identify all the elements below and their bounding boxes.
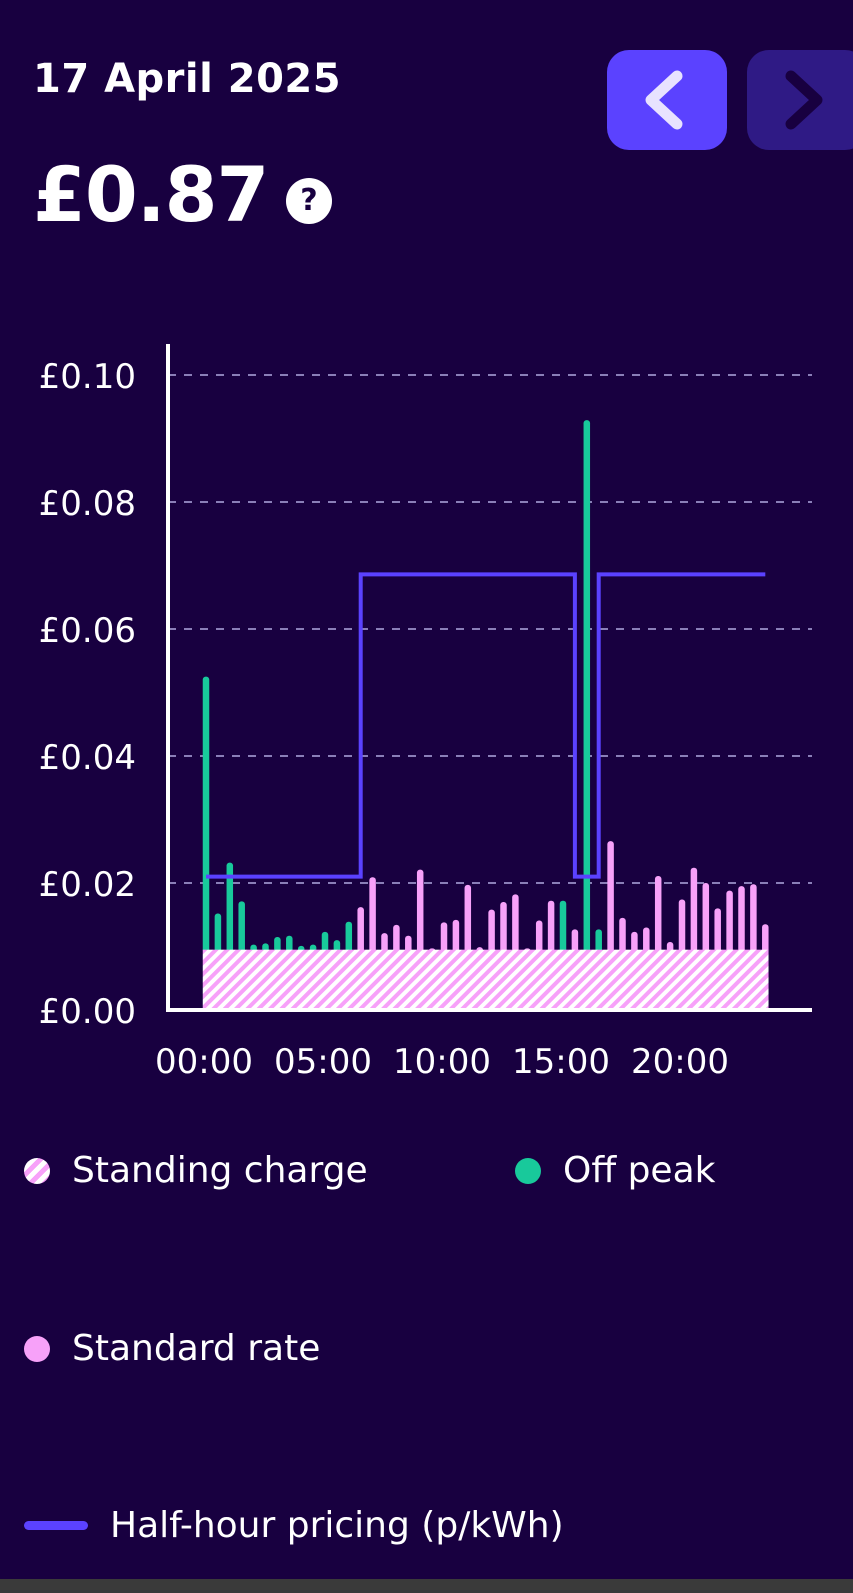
standard-rate-bar	[726, 890, 733, 953]
legend-off-peak-label: Off peak	[563, 1150, 716, 1191]
standard-rate-bar	[452, 919, 460, 953]
system-navigation-bar	[0, 1579, 853, 1593]
off-peak-bar	[559, 900, 567, 953]
legend-half-hour-pricing: Half-hour pricing (p/kWh)	[24, 1505, 564, 1546]
off-peak-bar	[321, 931, 329, 953]
standard-rate-bar	[654, 876, 662, 953]
standard-rate-bar	[512, 894, 519, 953]
legend-standard-rate: Standard rate	[24, 1328, 320, 1369]
standard-rate-bar	[619, 917, 626, 953]
off-peak-bar	[333, 940, 341, 953]
standard-rate-bar	[488, 909, 495, 953]
x-tick-label: 00:00	[155, 1042, 253, 1080]
half-hour-pricing-line	[206, 572, 766, 879]
off-peak-bar	[345, 921, 353, 953]
standard-rate-bar	[416, 869, 424, 953]
legend-half-hour-pricing-label: Half-hour pricing (p/kWh)	[110, 1505, 564, 1546]
legend-off-peak: Off peak	[515, 1150, 716, 1191]
y-tick-label: £0.10	[39, 357, 136, 397]
standard-rate-bar	[678, 899, 686, 953]
standard-rate-bar	[535, 920, 543, 953]
legend-standard-rate-label: Standard rate	[72, 1328, 321, 1369]
y-tick-label: £0.00	[39, 992, 136, 1032]
next-day-button[interactable]	[747, 50, 853, 150]
help-icon[interactable]: ?	[286, 178, 332, 224]
standard-rate-bar	[547, 900, 555, 953]
standard-rate-bar	[750, 884, 757, 953]
x-tick-label: 15:00	[512, 1042, 610, 1080]
standing-charge-band	[202, 949, 769, 1010]
standard-rate-bar	[643, 927, 650, 953]
off-peak-bar	[286, 935, 293, 953]
standard-rate-bar	[690, 867, 698, 953]
y-tick-label: £0.02	[39, 865, 136, 905]
standard-rate-bar	[738, 886, 745, 953]
standard-rate-bar	[464, 884, 472, 953]
date-title: 17 April 2025	[33, 56, 342, 102]
chevron-right-icon	[785, 70, 823, 130]
x-tick-label: 20:00	[631, 1042, 729, 1080]
standard-rate-bar	[440, 922, 448, 953]
standing-charge-swatch	[24, 1157, 50, 1184]
y-tick-label: £0.08	[39, 484, 136, 524]
y-tick-label: £0.06	[39, 611, 136, 651]
cost-chart: £0.00 £0.02 £0.04 £0.06 £0.08 £0.10 00:00 05:00…	[39, 344, 812, 1080]
off-peak-bar	[595, 929, 602, 953]
off-peak-bar	[583, 420, 591, 953]
x-tick-label: 10:00	[393, 1042, 491, 1080]
standard-rate-bar	[631, 931, 638, 953]
off-peak-swatch	[515, 1157, 541, 1184]
standard-rate-bar	[357, 907, 364, 953]
standard-rate-bar	[369, 877, 376, 953]
pricing-line-swatch	[24, 1521, 88, 1530]
off-peak-bar	[214, 913, 222, 953]
standard-rate-bar	[500, 902, 507, 953]
x-tick-label: 05:00	[274, 1042, 372, 1080]
standard-rate-bar	[381, 933, 388, 953]
standard-rate-bar	[607, 841, 614, 953]
off-peak-bar	[238, 901, 245, 953]
off-peak-bar	[274, 936, 281, 953]
previous-day-button[interactable]	[607, 50, 727, 150]
daily-total-cost: £0.87	[33, 150, 269, 239]
off-peak-bar	[226, 862, 234, 953]
y-tick-label: £0.04	[39, 738, 136, 778]
chevron-left-icon	[645, 70, 683, 130]
legend-standing-charge: Standing charge	[24, 1150, 368, 1191]
standard-rate-swatch	[24, 1335, 50, 1362]
standard-rate-bar	[762, 924, 769, 953]
standard-rate-bar	[405, 935, 412, 953]
standard-rate-bar	[714, 908, 721, 953]
standard-rate-bar	[571, 929, 579, 953]
off-peak-bar	[202, 676, 210, 953]
standard-rate-bar	[393, 924, 400, 953]
standard-rate-bar	[702, 883, 710, 953]
legend-standing-charge-label: Standing charge	[72, 1150, 368, 1191]
